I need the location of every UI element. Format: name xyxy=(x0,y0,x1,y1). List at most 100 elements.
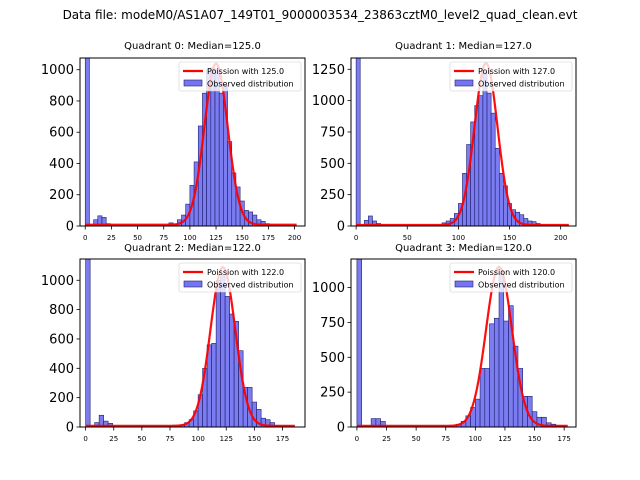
x-tick-label: 100 xyxy=(191,435,204,443)
poisson-curve xyxy=(356,265,568,427)
legend-label-poisson: Poission with 122.0 xyxy=(207,268,284,277)
axes-frame xyxy=(79,258,306,428)
histogram-bar xyxy=(503,320,509,427)
histogram-bar xyxy=(224,296,230,427)
axes-frame xyxy=(350,258,577,428)
histogram-bar xyxy=(482,71,488,226)
histogram-bar xyxy=(490,112,496,226)
legend-bar-swatch xyxy=(183,79,203,87)
x-tick-label: 125 xyxy=(498,435,511,443)
legend-label-observed: Observed distribution xyxy=(207,80,294,89)
histogram-bar xyxy=(218,92,224,226)
legend-label-observed: Observed distribution xyxy=(478,80,565,89)
y-tick-label: 600 xyxy=(49,126,74,141)
legend-bar-swatch xyxy=(183,280,203,288)
histogram-bar xyxy=(85,259,91,427)
plot-area xyxy=(84,58,297,226)
subplot-title: Quadrant 0: Median=125.0 xyxy=(124,41,261,52)
y-tick-label: 250 xyxy=(320,386,345,401)
histogram-bar xyxy=(493,317,500,427)
subplot-title: Quadrant 2: Median=122.0 xyxy=(124,243,261,254)
x-tick-label: 25 xyxy=(382,435,391,443)
subplot-quadrant-0: Quadrant 0: Median=125.0 0 200 400 600 800 10… xyxy=(41,41,306,242)
legend-box xyxy=(178,262,302,293)
y-tick-label: 600 xyxy=(49,332,74,347)
histogram-bar xyxy=(214,69,220,226)
x-tick-label: 175 xyxy=(557,435,570,443)
legend-box xyxy=(449,61,573,92)
y-tick-label: 800 xyxy=(49,303,74,318)
axes-frame xyxy=(350,57,577,227)
legend: Poission with 120.0 Observed distribution xyxy=(449,262,573,293)
x-tick-label: 150 xyxy=(528,435,541,443)
plot-area xyxy=(355,58,569,226)
y-tick-label: 750 xyxy=(320,316,345,331)
legend-bar-swatch xyxy=(454,79,474,87)
y-tick-label: 200 xyxy=(49,188,74,203)
x-tick-label: 25 xyxy=(109,435,118,443)
histogram-bar xyxy=(355,58,361,226)
y-tick-label: 250 xyxy=(320,188,345,203)
x-tick-label: 75 xyxy=(166,435,175,443)
legend-bar-swatch xyxy=(454,280,474,288)
histogram-bar xyxy=(84,58,90,226)
y-tick-label: 1000 xyxy=(312,281,345,296)
poisson-curve xyxy=(85,266,295,427)
x-tick-label: 50 xyxy=(412,435,421,443)
x-tick-label: 200 xyxy=(554,234,567,242)
histogram-bar xyxy=(251,401,257,427)
legend: Poission with 125.0 Observed distribution xyxy=(178,61,302,92)
legend-box xyxy=(449,262,573,293)
legend-label-poisson: Poission with 125.0 xyxy=(207,67,284,76)
y-tick-label: 400 xyxy=(49,157,74,172)
histogram-bar xyxy=(498,273,505,427)
plot-area xyxy=(85,259,295,427)
histogram-bar xyxy=(484,368,490,427)
y-tick-label: 200 xyxy=(49,391,74,406)
x-tick-label: 150 xyxy=(503,234,516,242)
x-tick-label: 0 xyxy=(83,435,87,443)
y-tick-label: 1000 xyxy=(41,274,74,289)
histogram-bar xyxy=(479,368,486,427)
histogram-bar xyxy=(489,323,495,427)
histogram-bar xyxy=(494,147,500,226)
x-tick-label: 100 xyxy=(452,234,465,242)
x-tick-label: 125 xyxy=(220,435,233,443)
y-tick-label: 0 xyxy=(337,421,345,436)
subplot-quadrant-3: Quadrant 3: Median=120.0 0 250 500 750 1000 0… xyxy=(312,243,577,443)
subplot-quadrant-2: Quadrant 2: Median=122.0 0 200 400 600 800 10… xyxy=(41,243,306,443)
x-tick-label: 75 xyxy=(441,435,450,443)
x-tick-label: 50 xyxy=(403,234,412,242)
poisson-curve xyxy=(85,62,297,226)
x-tick-label: 75 xyxy=(159,234,168,242)
x-tick-label: 0 xyxy=(355,435,359,443)
legend-label-poisson: Poission with 120.0 xyxy=(478,268,555,277)
x-tick-label: 50 xyxy=(133,234,142,242)
histogram-bar xyxy=(478,95,484,226)
histogram-bar xyxy=(229,313,235,427)
y-tick-label: 0 xyxy=(66,421,74,436)
histogram-bar xyxy=(210,67,216,226)
legend: Poission with 122.0 Observed distribution xyxy=(178,262,302,293)
histogram-bar xyxy=(356,259,362,427)
x-tick-label: 200 xyxy=(288,234,301,242)
legend-label-poisson: Poission with 127.0 xyxy=(478,67,555,76)
legend: Poission with 127.0 Observed distribution xyxy=(449,61,573,92)
y-tick-label: 1250 xyxy=(312,63,345,78)
histogram-bar xyxy=(215,279,221,427)
x-tick-label: 50 xyxy=(137,435,146,443)
x-tick-label: 25 xyxy=(107,234,116,242)
histogram-bar xyxy=(211,343,217,427)
x-tick-label: 0 xyxy=(354,234,358,242)
histogram-bar xyxy=(380,421,386,427)
subplot-title: Quadrant 3: Median=120.0 xyxy=(395,243,532,254)
legend-label-observed: Observed distribution xyxy=(207,281,294,290)
x-tick-label: 175 xyxy=(262,234,275,242)
x-tick-label: 100 xyxy=(183,234,196,242)
y-tick-label: 800 xyxy=(49,94,74,109)
histogram-bar xyxy=(220,275,226,427)
axes-frame xyxy=(79,57,306,227)
figure-suptitle: Data file: modeM0/AS1A07_149T01_90000035… xyxy=(62,8,578,22)
histogram-bar xyxy=(498,173,504,226)
x-tick-label: 0 xyxy=(83,234,87,242)
